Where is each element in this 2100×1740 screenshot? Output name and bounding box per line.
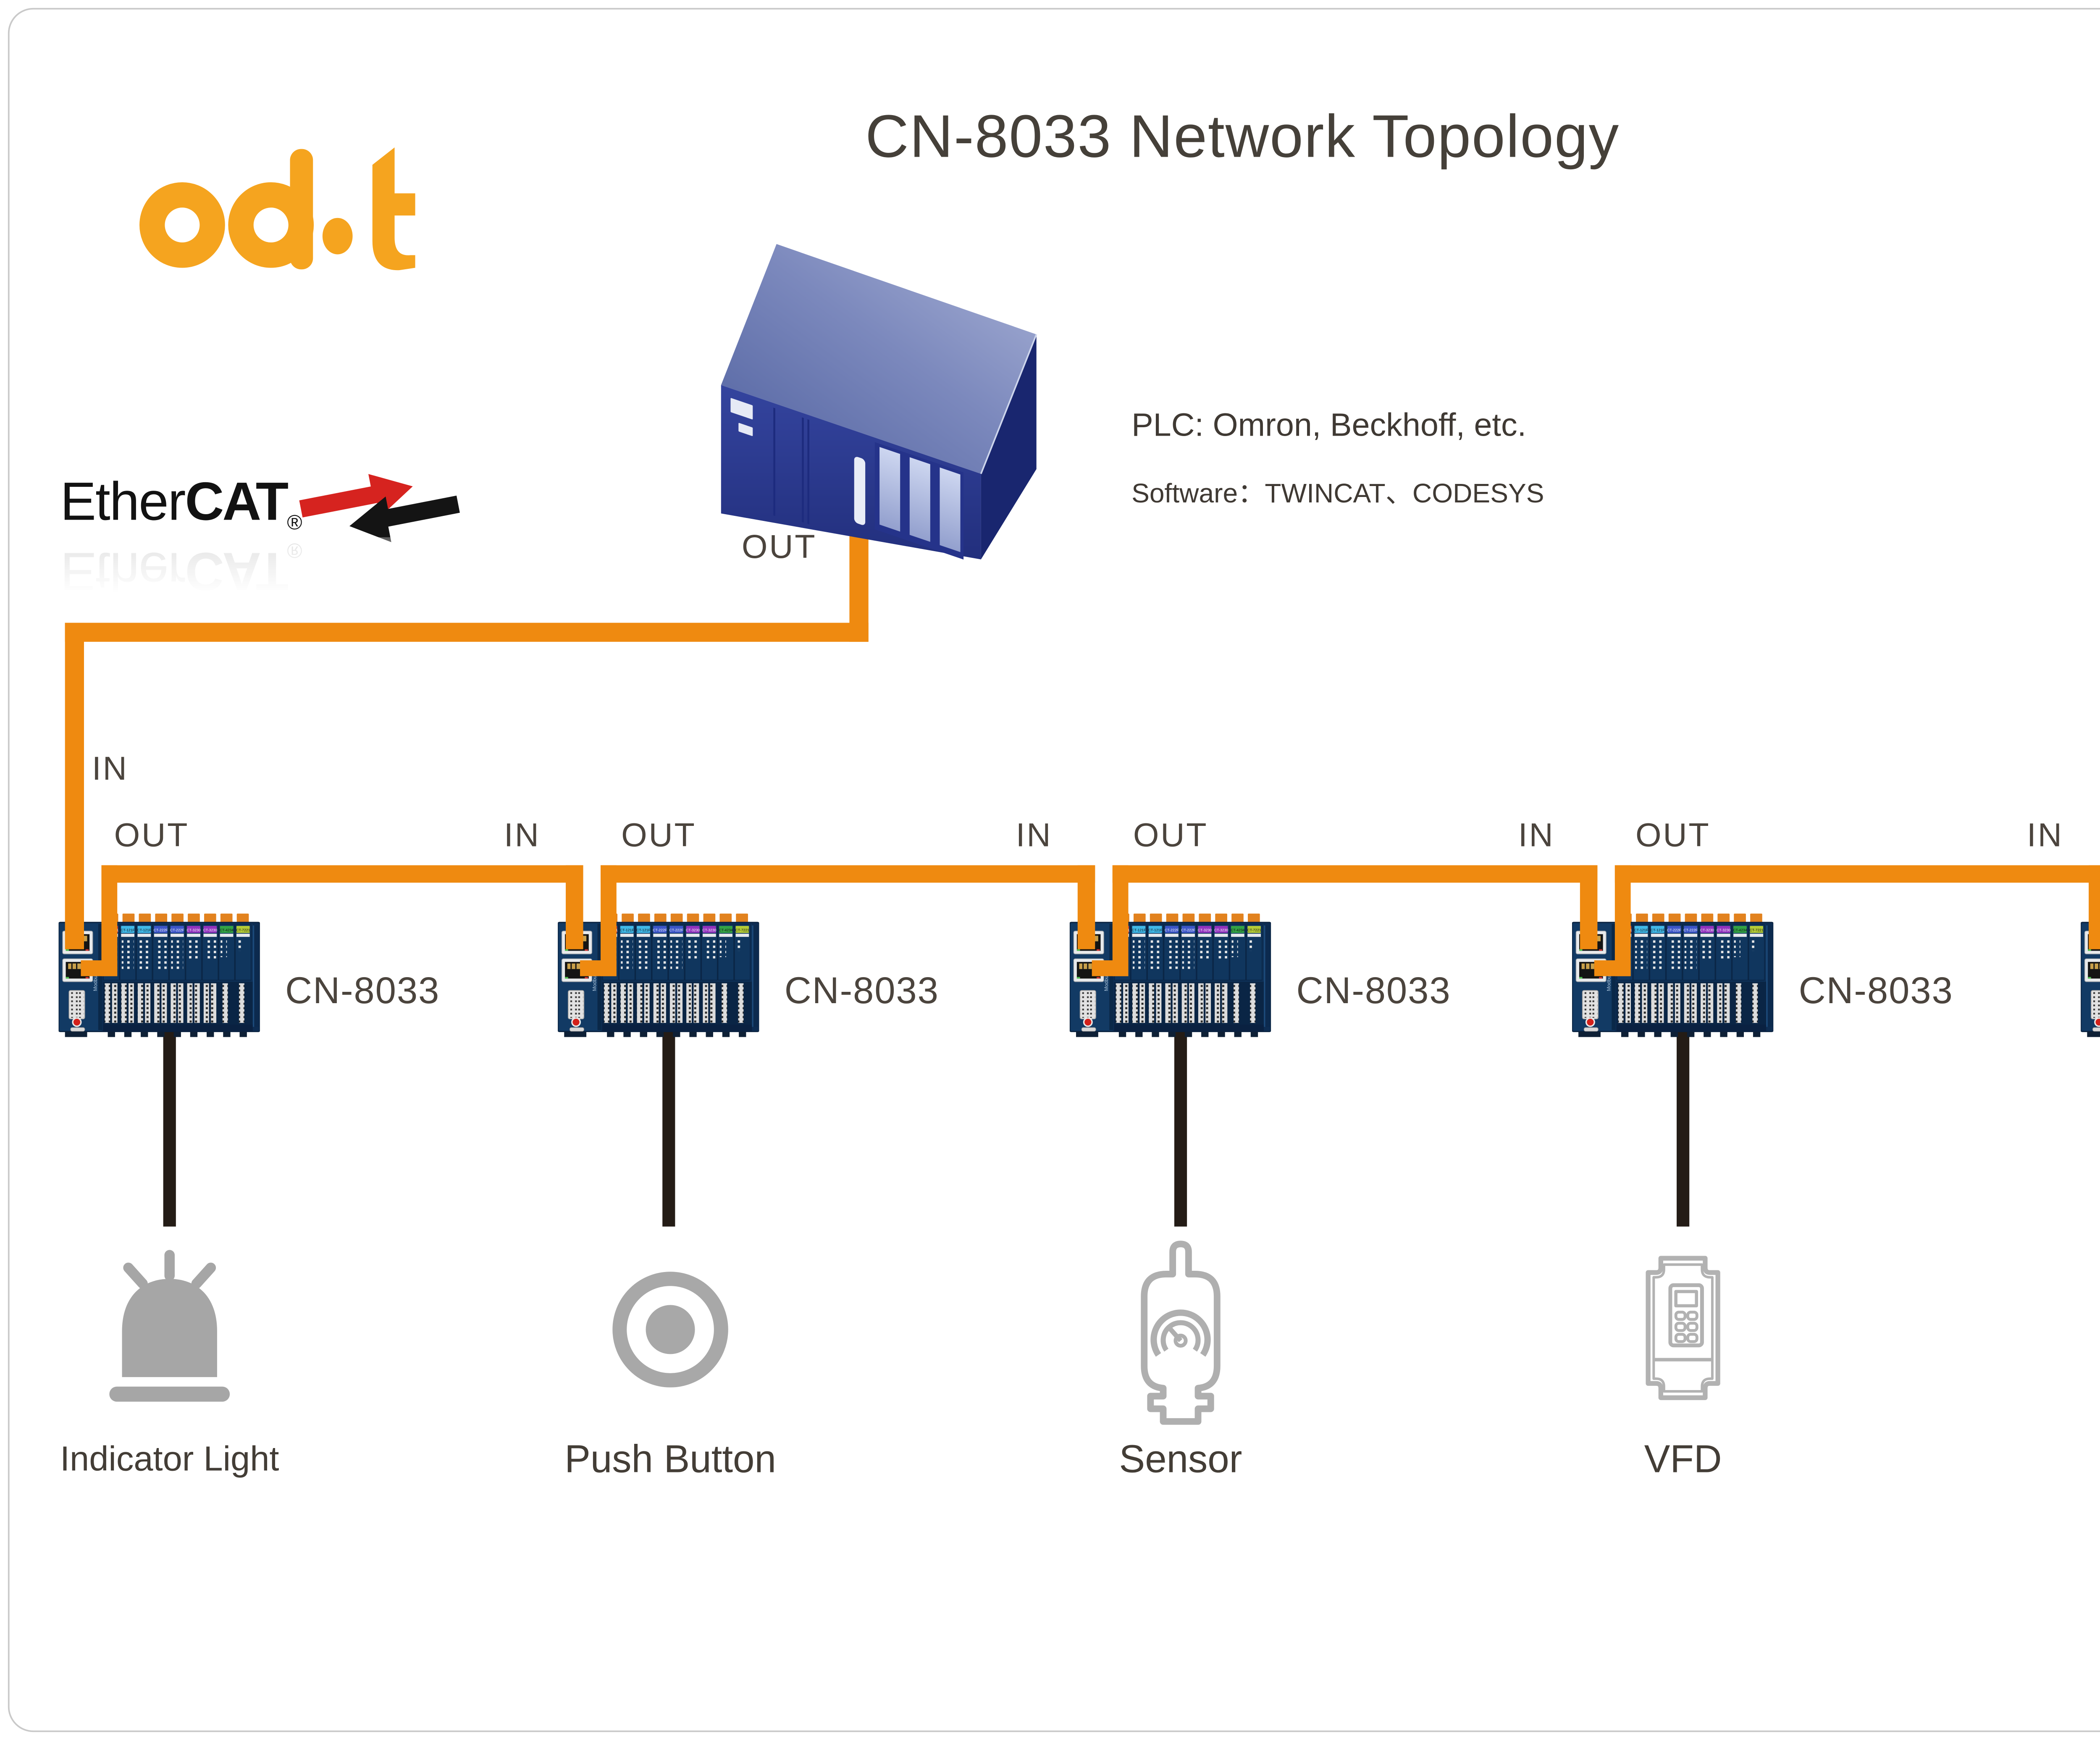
- endpoint-cable-3: [1174, 1030, 1187, 1227]
- endpoint-cable-2: [662, 1030, 675, 1227]
- ethercat-arrows-icon: [299, 474, 460, 542]
- cable-in-device1: [65, 623, 84, 949]
- plc-caption-line2: Software：TWINCAT、CODESYS: [1131, 478, 1544, 509]
- ethercat-registered-mark: ®: [287, 510, 302, 534]
- cable-stub-device3: [1092, 960, 1129, 976]
- odot-letter-t: [372, 147, 415, 271]
- odot-letter-d-stem: [290, 149, 313, 270]
- endpoint-label-sensor: Sensor: [1119, 1439, 1242, 1482]
- model-label-device1: CN-8033: [285, 970, 440, 1011]
- indicator-light-icon: [109, 1250, 230, 1402]
- out-label-device1: OUT: [114, 817, 189, 854]
- plc-front-details: [730, 398, 964, 560]
- cable-riser-device2: [601, 865, 617, 976]
- cn8033-device-3: [1070, 913, 1271, 1044]
- cable-bus-seg4: [1614, 865, 2100, 883]
- out-label-device2: OUT: [621, 817, 696, 854]
- odot-dot: [322, 218, 353, 255]
- page-title: CN-8033 Network Topology: [865, 104, 1620, 171]
- ethercat-text-ether: Ether: [60, 472, 186, 533]
- ethercat-reflection-fade: [60, 537, 472, 607]
- push-button-icon: [612, 1272, 728, 1388]
- model-label-device4: CN-8033: [1798, 970, 1953, 1011]
- cable-in-device5: [2089, 865, 2100, 949]
- endpoint-cable-1: [163, 1030, 176, 1227]
- plc-out-label: OUT: [741, 529, 817, 566]
- cable-bus-seg2: [601, 865, 1095, 883]
- endpoint-cable-4: [1677, 1030, 1690, 1227]
- in-label-device5: IN: [2026, 817, 2063, 854]
- endpoint-label-indicator-light: Indicator Light: [60, 1439, 279, 1479]
- cn8033-device-4: [1572, 913, 1773, 1044]
- ethercat-text-cat: CAT: [185, 472, 289, 533]
- cable-stub-device2: [580, 960, 617, 976]
- in-label-device1: IN: [92, 751, 129, 788]
- in-label-device2: IN: [504, 817, 541, 854]
- cable-in-device4: [1580, 865, 1598, 949]
- endpoint-label-push-button: Push Button: [564, 1439, 776, 1482]
- odot-logo: [139, 147, 415, 271]
- cable-in-device2: [566, 865, 583, 949]
- plc-right-face: [981, 334, 1037, 560]
- sensor-icon: [1141, 1241, 1221, 1425]
- plc-caption-line1: PLC: Omron, Beckhoff, etc.: [1131, 407, 1527, 444]
- out-label-device3: OUT: [1133, 817, 1208, 854]
- ethercat-logo: EtherCAT® EtherCAT®: [60, 472, 472, 607]
- in-label-device3: IN: [1016, 817, 1053, 854]
- cable-riser-device3: [1112, 865, 1129, 976]
- cable-top-run: [65, 623, 869, 642]
- cable-riser-device4: [1614, 865, 1631, 976]
- ethercat-wordmark: EtherCAT®: [60, 472, 472, 542]
- model-label-device2: CN-8033: [784, 970, 939, 1011]
- cn8033-device-2: [558, 913, 759, 1044]
- in-label-device4: IN: [1518, 817, 1555, 854]
- cn8033-device-1: [59, 913, 260, 1044]
- out-label-device4: OUT: [1635, 817, 1711, 854]
- cable-stub-device1: [81, 960, 118, 976]
- cable-stub-device4: [1594, 960, 1631, 976]
- odot-letter-o: [139, 182, 225, 268]
- model-label-device3: CN-8033: [1296, 970, 1451, 1011]
- cable-in-device3: [1077, 865, 1095, 949]
- plc-top-face: [721, 244, 1037, 474]
- cable-bus-seg1: [101, 865, 583, 883]
- vfd-icon: [1646, 1256, 1720, 1400]
- canvas-border: [8, 8, 2100, 1732]
- cable-riser-device1: [101, 865, 118, 976]
- plc-3d-box: [721, 244, 1037, 560]
- endpoint-label-vfd: VFD: [1644, 1439, 1722, 1482]
- cable-bus-seg3: [1112, 865, 1598, 883]
